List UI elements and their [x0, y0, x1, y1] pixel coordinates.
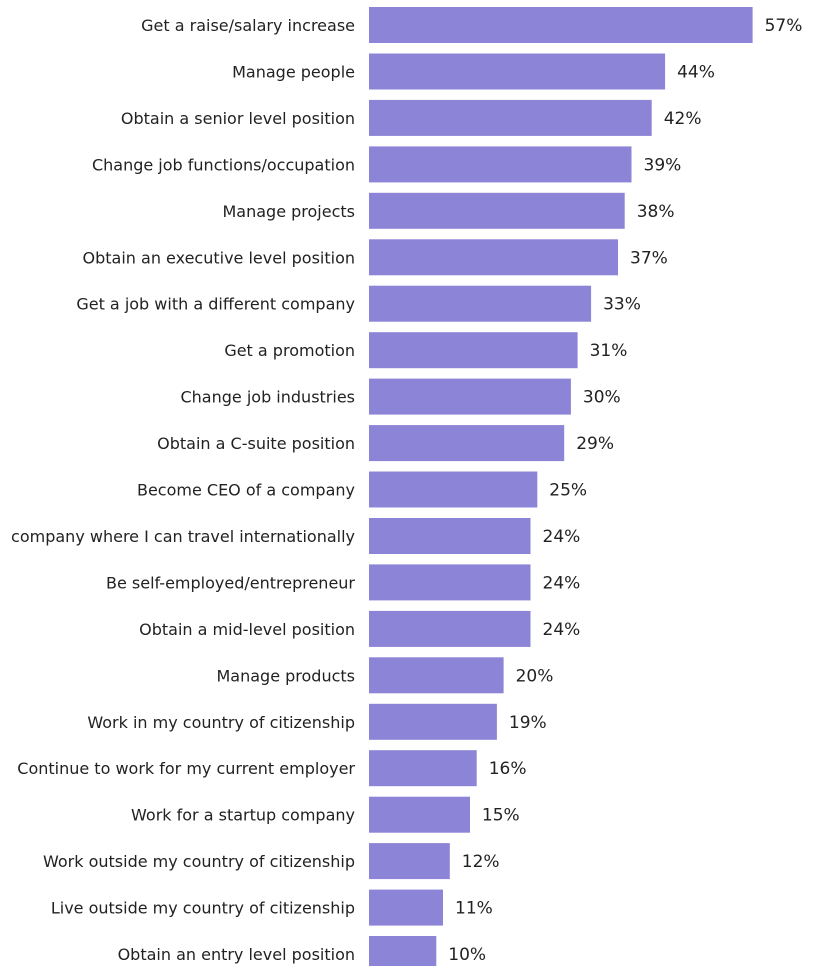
category-label: Continue to work for my current employer [17, 759, 355, 778]
category-label: Work outside my country of citizenship [43, 852, 355, 871]
category-label: Work for a startup company [131, 806, 355, 825]
category-label: Change job industries [180, 388, 355, 407]
category-labels: Get a raise/salary increase Manage people… [11, 16, 355, 964]
bar [369, 889, 443, 926]
category-label: Obtain a C-suite position [157, 434, 355, 453]
category-label: Get a job with a different company [76, 295, 355, 314]
category-label: Be self-employed/entrepreneur [106, 573, 355, 592]
category-label: Get a promotion [224, 341, 355, 360]
value-label: 39% [644, 155, 682, 175]
bar [369, 192, 625, 229]
value-label: 29% [576, 434, 614, 454]
value-label: 16% [489, 759, 527, 779]
bar [369, 471, 538, 508]
category-label: Work in my country of citizenship [87, 713, 355, 732]
bar [369, 610, 531, 647]
bar [369, 378, 571, 415]
bar [369, 99, 652, 136]
bar [369, 285, 592, 322]
bar [369, 564, 531, 601]
value-label: 57% [765, 16, 803, 36]
bars-layer [369, 7, 753, 966]
category-label: Manage people [232, 63, 355, 82]
bar [369, 657, 504, 694]
bar [369, 703, 497, 740]
value-label: 15% [482, 806, 520, 826]
value-label: 25% [549, 481, 587, 501]
value-label: 19% [509, 713, 547, 733]
bar [369, 332, 578, 369]
category-label: Manage projects [222, 202, 355, 221]
value-label: 33% [603, 295, 641, 315]
value-labels: 57% 44% 42% 39% 38% 37% 33% 31% 30% 29% 25% 24% 24% 2… [448, 16, 802, 965]
category-label: Get a raise/salary increase [141, 16, 355, 35]
bar [369, 7, 753, 43]
category-label: Live outside my country of citizenship [51, 899, 355, 918]
value-label: 24% [543, 527, 581, 547]
bar [369, 843, 450, 880]
value-label: 38% [637, 202, 675, 222]
value-label: 11% [455, 899, 493, 919]
value-label: 12% [462, 852, 500, 872]
bar [369, 936, 437, 966]
category-label: Obtain a mid-level position [139, 620, 355, 639]
category-label: company where I can travel international… [11, 527, 355, 546]
category-label: Become CEO of a company [137, 481, 355, 500]
category-label: Obtain an executive level position [83, 248, 355, 267]
bar [369, 750, 477, 787]
bar [369, 796, 470, 833]
value-label: 20% [516, 666, 554, 686]
value-label: 31% [590, 341, 628, 361]
category-label: Change job functions/occupation [92, 155, 355, 174]
bar [369, 53, 666, 90]
value-label: 44% [677, 63, 715, 83]
value-label: 42% [664, 109, 702, 129]
value-label: 30% [583, 388, 621, 408]
bar [369, 239, 618, 276]
category-label: Manage products [216, 666, 355, 685]
value-label: 24% [543, 573, 581, 593]
value-label: 24% [543, 620, 581, 640]
category-label: Obtain an entry level position [118, 945, 355, 964]
value-label: 37% [630, 248, 668, 268]
bar [369, 518, 531, 554]
category-label: Obtain a senior level position [121, 109, 355, 128]
value-label: 10% [448, 945, 486, 965]
bar [369, 425, 565, 462]
bar [369, 146, 632, 183]
